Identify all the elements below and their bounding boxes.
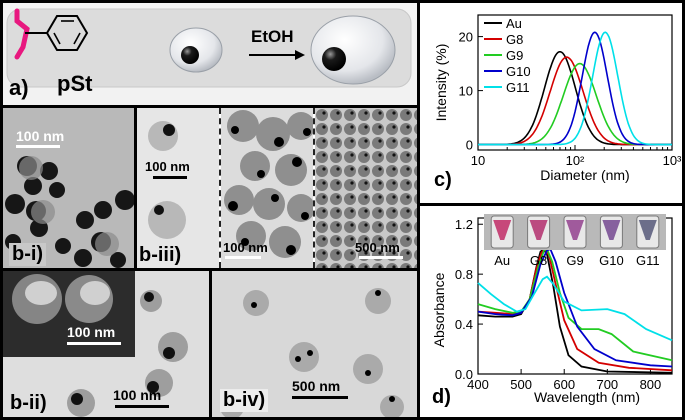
- solvent-name: EtOH: [251, 27, 294, 46]
- chart-c-ytick-label: 20: [459, 30, 473, 45]
- panel-d-label: d): [432, 386, 451, 408]
- panel-d: 400 500 600 700 800 0.0 0.4 0.8 1.2 Wavelength (n…: [420, 206, 682, 417]
- panel-b-iii-scale-left-bar: [153, 176, 187, 179]
- panel-b-i: 100 nm b-i): [3, 108, 134, 268]
- panel-b-iii-scale-mid-bar: [225, 256, 261, 259]
- panel-b-iii: 100 nm b-iii) 100 nm: [137, 108, 417, 268]
- panel-b-iii-label: b-iii): [139, 244, 182, 266]
- chart-c-ytick-label: 10: [459, 84, 473, 99]
- vial-liquid: [529, 220, 548, 240]
- vial-label: G8: [530, 253, 547, 268]
- chart-d-xtick-label: 800: [640, 377, 662, 392]
- panel-b-ii: 100 nm b-ii) 100 nm: [3, 271, 209, 417]
- polymer-name: pSt: [57, 71, 93, 96]
- panel-a-label: a): [9, 75, 29, 100]
- chart-d-xlabel: Wavelength (nm): [534, 389, 640, 405]
- chart-d-ytick-label: 0.4: [455, 317, 473, 332]
- chart-c-xtick-label: 10³: [663, 153, 682, 168]
- styrene-structure: [14, 8, 89, 60]
- panel-c: 10 10² 10³ 0 10 20 Diameter (nm) Intensity (%) A…: [420, 3, 682, 203]
- chart-d-xtick-label: 400: [467, 377, 489, 392]
- panel-b-ii-scale-text: 100 nm: [113, 387, 162, 403]
- panel-b-ii-label: b-ii): [10, 392, 47, 414]
- panel-b-ii-scale-bar: [115, 405, 169, 408]
- chart-d-xtick-label: 500: [510, 377, 532, 392]
- panel-b-iii-mid: [221, 108, 313, 268]
- vial-label: Au: [494, 253, 510, 268]
- vial-liquid: [566, 220, 584, 240]
- panel-b-i-scale-text: 100 nm: [16, 128, 65, 144]
- chart-c-legend-label: G9: [506, 48, 523, 63]
- chart-d-ytick-label: 0.0: [455, 367, 473, 382]
- panel-b-iii-left: [137, 108, 219, 268]
- chart-c-legend-label: Au: [506, 16, 522, 31]
- panel-b-ii-inset-scale-bar: [67, 342, 121, 345]
- vial-liquid: [602, 220, 621, 240]
- panel-c-label: c): [434, 169, 452, 191]
- gold-core-large: [322, 47, 346, 71]
- chart-d: 400 500 600 700 800 0.0 0.4 0.8 1.2 Wavelength (n…: [431, 214, 673, 405]
- panel-b-iv-scale-text: 500 nm: [292, 378, 341, 394]
- gold-core-small: [181, 46, 199, 64]
- chart-d-ytick-label: 1.2: [455, 217, 473, 232]
- vial-label: G9: [566, 253, 583, 268]
- panel-b-iii-right: [315, 108, 417, 268]
- chart-d-series-g11: [477, 275, 673, 342]
- chart-d-xtick-label: 600: [553, 377, 575, 392]
- chart-c-series-g11: [478, 31, 672, 146]
- panel-b-iii-scale-left-text: 100 nm: [145, 159, 190, 174]
- chart-c-legend-label: G8: [506, 32, 523, 47]
- chart-c-xtick-label: 10²: [566, 153, 585, 168]
- panel-b-iv: b-iv) 500 nm: [212, 271, 417, 417]
- vial-label: G11: [636, 253, 660, 268]
- panel-b-iii-scale-mid-text: 100 nm: [223, 240, 268, 255]
- chart-c-legend-label: G11: [506, 80, 530, 95]
- chart-c-ylabel: Intensity (%): [433, 44, 449, 122]
- chart-c-xtick-label: 10: [471, 153, 485, 168]
- vial-label: G10: [599, 253, 624, 268]
- chart-d-ytick-label: 0.8: [455, 267, 473, 282]
- chart-c-ytick-label: 0: [466, 138, 473, 153]
- chart-c-legend-label: G10: [506, 64, 531, 79]
- vial-liquid: [493, 220, 512, 240]
- chart-c-xlabel: Diameter (nm): [540, 167, 629, 183]
- panel-b-i-label: b-i): [9, 243, 47, 266]
- large-capsule: [310, 15, 396, 85]
- panel-b-iii-scale-right-text: 500 nm: [355, 240, 400, 255]
- vial-liquid: [638, 220, 657, 240]
- panel-b-ii-inset-scale-text: 100 nm: [67, 324, 116, 340]
- chart-d-xtick-label: 700: [596, 377, 618, 392]
- panel-b-iv-scale-bar: [292, 396, 348, 399]
- panel-b-iv-label: b-iv): [220, 389, 269, 412]
- chart-d-ylabel: Absorbance: [431, 272, 447, 347]
- panel-a: a) pSt EtOH: [3, 3, 417, 105]
- panel-b-i-scale-bar: [16, 145, 60, 148]
- panel-a-scheme: [6, 8, 412, 88]
- panel-b-iii-scale-right-bar: [359, 256, 403, 259]
